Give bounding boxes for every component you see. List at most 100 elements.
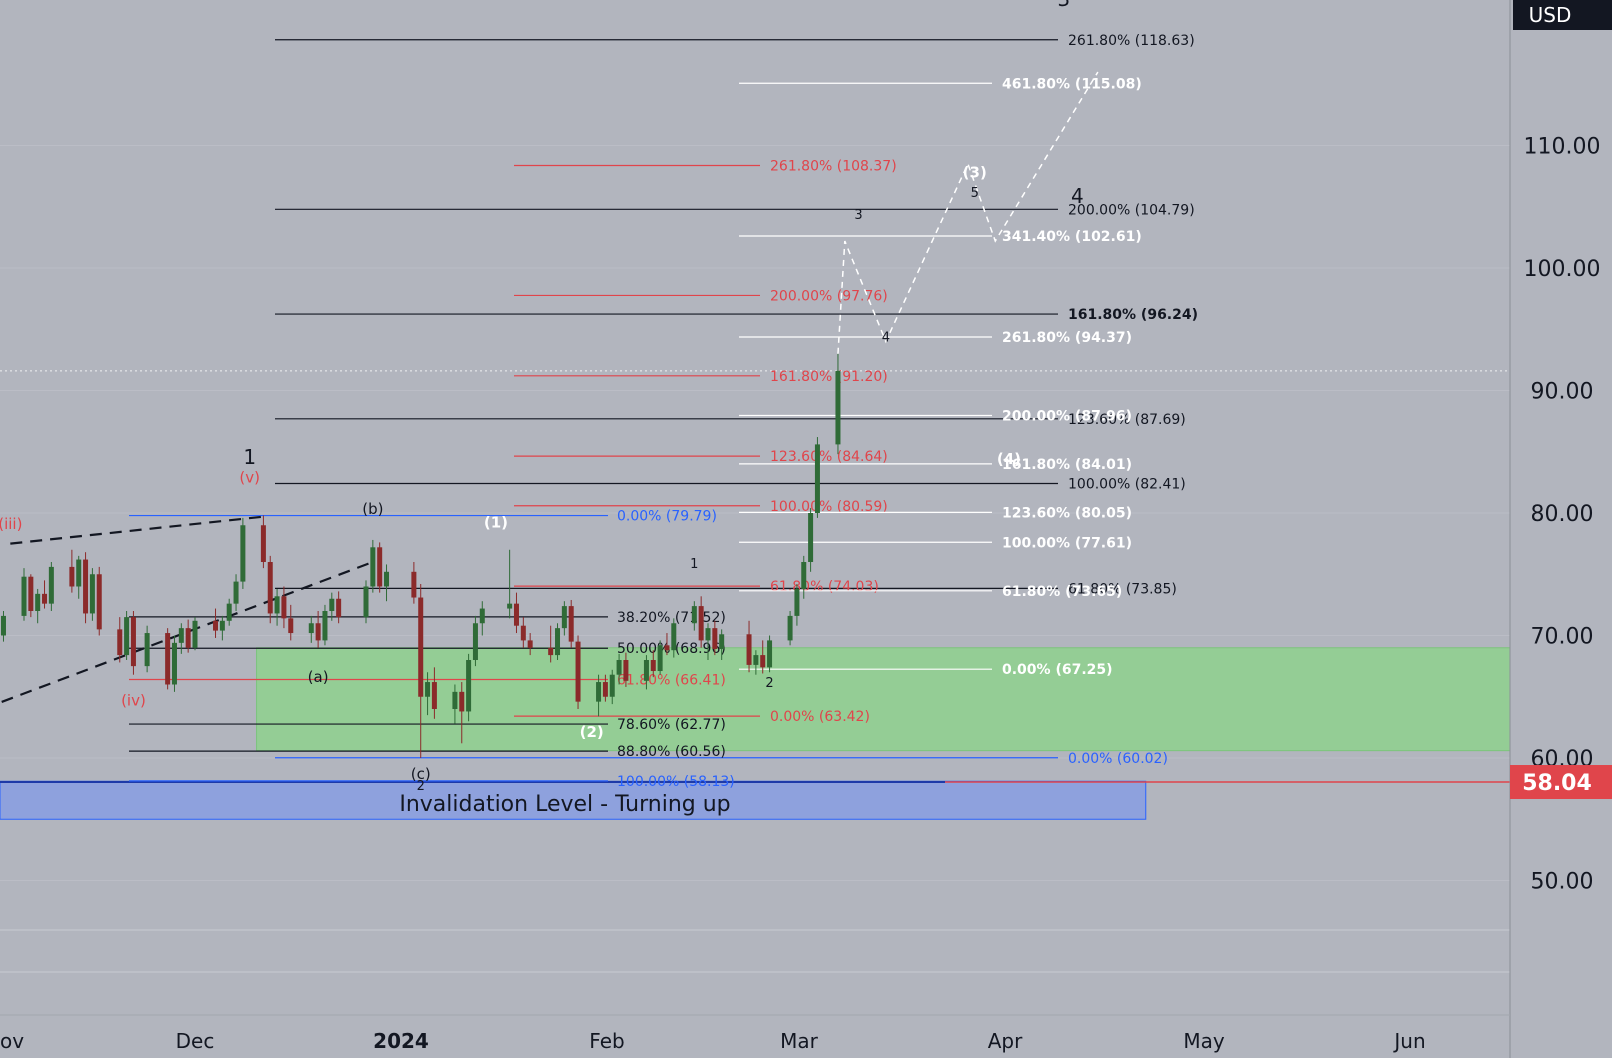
candle [479, 601, 485, 636]
time-label-feb: Feb [589, 1029, 624, 1053]
candle [308, 615, 314, 643]
candle-body [185, 628, 191, 648]
candle [124, 611, 130, 660]
time-label-apr: Apr [988, 1029, 1023, 1053]
candle [130, 611, 136, 675]
candle-body [117, 629, 123, 656]
candle-body [555, 628, 561, 656]
candle-body [226, 603, 232, 621]
candle [691, 601, 697, 631]
candle-body [178, 628, 184, 643]
candle [219, 615, 225, 641]
candle-body [616, 660, 622, 675]
wave-label: (a) [308, 668, 329, 686]
candle-body [808, 513, 814, 562]
candle [616, 653, 622, 685]
invalidation-box [0, 780, 1147, 820]
candle [42, 580, 48, 609]
candle-body [609, 674, 615, 697]
candle [171, 635, 177, 692]
candle-body [384, 571, 390, 587]
candle [144, 625, 150, 673]
fib-level-label: 100.00% (58.13) [617, 774, 735, 790]
candle [315, 611, 321, 648]
candle [411, 562, 417, 604]
candle-body [431, 682, 437, 709]
fib-level-label: 200.00% (87.96) [1002, 408, 1132, 424]
support-zone [256, 647, 1511, 752]
candle [48, 562, 54, 611]
fib-level-label: 38.20% (71.52) [617, 610, 726, 626]
candle-body [814, 444, 820, 513]
candle [561, 601, 567, 636]
candle [213, 608, 219, 638]
fib-level-label: 161.80% (84.01) [1002, 457, 1132, 473]
candle [83, 552, 89, 624]
candle-body [233, 581, 239, 604]
time-axis[interactable]: ov Dec 2024 Feb Mar Apr May Jun [0, 1014, 1510, 1053]
candle [671, 618, 677, 658]
candle-body [767, 640, 773, 668]
candle [808, 508, 814, 572]
candle-body [89, 574, 95, 614]
fib-level-label: 123.60% (80.05) [1002, 505, 1132, 521]
candle-body [746, 634, 752, 665]
candle-body [643, 660, 649, 681]
candle [548, 625, 554, 663]
candle-body [336, 598, 342, 618]
candle-body [69, 566, 75, 587]
candle [596, 674, 602, 717]
wave-label: (b) [362, 500, 383, 518]
grid-layer [0, 145, 1510, 973]
candle [760, 640, 766, 674]
candle-body [124, 617, 130, 656]
candle [472, 615, 478, 667]
candle [507, 549, 513, 619]
candle [89, 568, 95, 621]
wave-label: (iv) [121, 691, 146, 709]
candle-body [691, 606, 697, 624]
currency-label: USD [1529, 3, 1572, 27]
candle-body [219, 620, 225, 631]
fib-level-label: 261.80% (94.37) [1002, 330, 1132, 346]
fib-level-label: 200.00% (97.76) [770, 288, 888, 304]
candle [657, 640, 663, 675]
candle [746, 620, 752, 673]
wave-label: 5 [971, 186, 979, 201]
candle [418, 584, 424, 758]
candle-body [171, 642, 177, 685]
fib-level-label: 0.00% (79.79) [617, 509, 717, 525]
candle-body [42, 593, 48, 604]
candle [835, 353, 841, 455]
fib-level-label: 0.00% (60.02) [1068, 751, 1168, 767]
candle [466, 653, 472, 722]
wave-label: (1) [484, 514, 508, 532]
candle-body [260, 525, 266, 562]
wave-labels-layer: 1(v)(iii)(iv)(b)(a)(c)2(1)(2)1234(3)5(4)… [0, 0, 1084, 794]
price-tick-label: 50.00 [1531, 870, 1594, 895]
trendline-layer [0, 515, 374, 704]
wave-label: (iii) [0, 515, 22, 533]
candle [281, 586, 287, 629]
candle-body [794, 588, 800, 616]
time-label-dec: Dec [176, 1029, 215, 1053]
candle-body [472, 623, 478, 660]
candle-body [308, 623, 314, 634]
fib-level-label: 61.80% (73.65) [1002, 584, 1122, 600]
candle-body [322, 611, 328, 641]
candle-body [425, 682, 431, 697]
candle [274, 588, 280, 626]
candle-body [452, 691, 458, 709]
candle-body [527, 640, 533, 648]
candle-body [35, 593, 41, 611]
candle [192, 617, 198, 651]
candle-body [705, 628, 711, 641]
fib-level-label: 0.00% (67.25) [1002, 662, 1113, 678]
candle-body [281, 596, 287, 619]
time-label-nov: ov [0, 1029, 24, 1053]
wedge-trendline [0, 560, 374, 704]
candle [801, 555, 807, 599]
